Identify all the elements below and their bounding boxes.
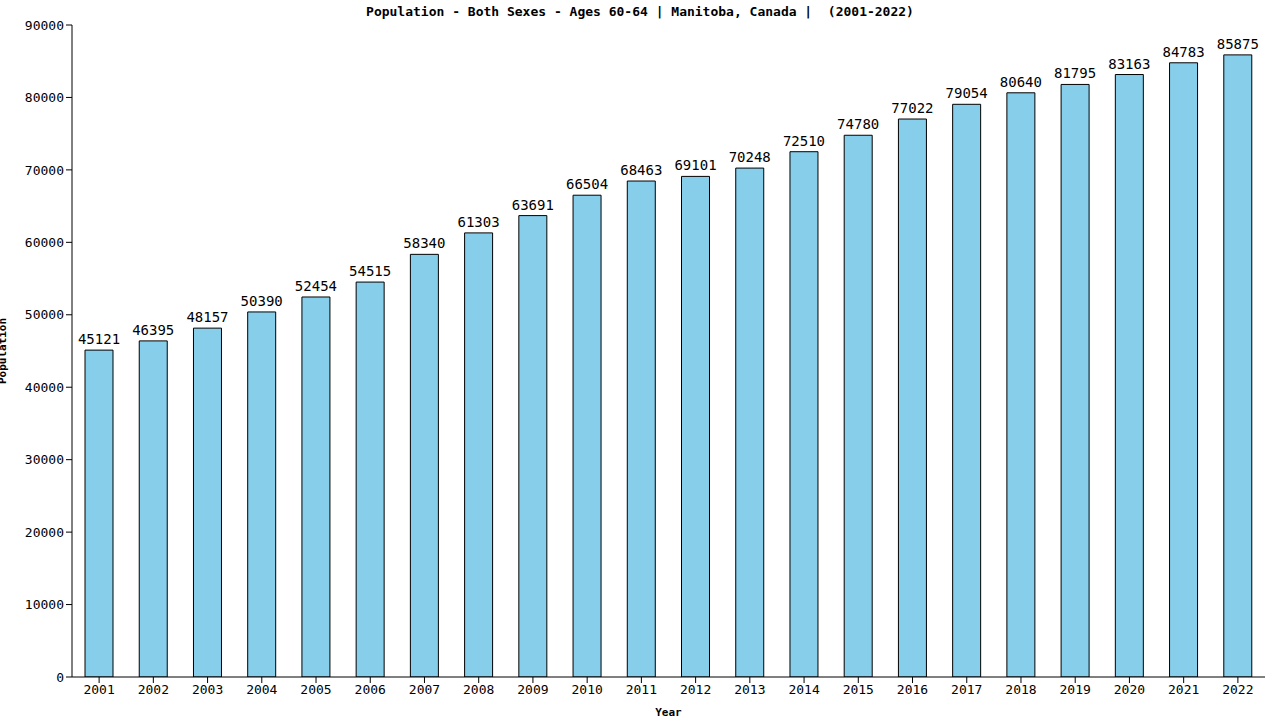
- svg-text:2011: 2011: [626, 682, 657, 697]
- svg-text:2020: 2020: [1114, 682, 1145, 697]
- svg-text:68463: 68463: [620, 162, 662, 178]
- svg-text:72510: 72510: [783, 133, 825, 149]
- svg-text:2017: 2017: [951, 682, 982, 697]
- svg-text:2021: 2021: [1168, 682, 1199, 697]
- svg-text:2018: 2018: [1005, 682, 1036, 697]
- svg-text:40000: 40000: [25, 380, 64, 395]
- svg-text:2014: 2014: [788, 682, 819, 697]
- svg-text:2007: 2007: [409, 682, 440, 697]
- svg-text:69101: 69101: [674, 157, 716, 173]
- svg-text:58340: 58340: [403, 235, 445, 251]
- svg-text:2002: 2002: [138, 682, 169, 697]
- svg-text:2013: 2013: [734, 682, 765, 697]
- svg-text:45121: 45121: [78, 331, 120, 347]
- svg-text:2012: 2012: [680, 682, 711, 697]
- svg-text:81795: 81795: [1054, 65, 1096, 81]
- svg-text:80640: 80640: [1000, 74, 1042, 90]
- svg-text:52454: 52454: [295, 278, 337, 294]
- svg-text:2006: 2006: [355, 682, 386, 697]
- svg-text:63691: 63691: [512, 197, 554, 213]
- svg-text:2008: 2008: [463, 682, 494, 697]
- svg-text:2019: 2019: [1060, 682, 1091, 697]
- svg-text:Year: Year: [655, 706, 682, 719]
- svg-text:46395: 46395: [132, 322, 174, 338]
- svg-text:70248: 70248: [729, 149, 771, 165]
- svg-text:10000: 10000: [25, 597, 64, 612]
- svg-text:0: 0: [56, 670, 64, 685]
- svg-text:90000: 90000: [25, 18, 64, 33]
- svg-text:74780: 74780: [837, 116, 879, 132]
- svg-text:2016: 2016: [897, 682, 928, 697]
- svg-text:2004: 2004: [246, 682, 277, 697]
- svg-text:2009: 2009: [517, 682, 548, 697]
- svg-text:30000: 30000: [25, 452, 64, 467]
- svg-text:61303: 61303: [458, 214, 500, 230]
- svg-text:79054: 79054: [946, 85, 988, 101]
- svg-text:66504: 66504: [566, 176, 608, 192]
- svg-text:2005: 2005: [300, 682, 331, 697]
- svg-text:83163: 83163: [1108, 56, 1150, 72]
- svg-text:20000: 20000: [25, 525, 64, 540]
- svg-text:2015: 2015: [843, 682, 874, 697]
- svg-text:2010: 2010: [572, 682, 603, 697]
- svg-text:Population: Population: [8, 318, 9, 384]
- html-text:Population - Both Sexes - Ages: Population - Both Sexes - Ages 60-64 | M…: [366, 4, 914, 19]
- svg-text:54515: 54515: [349, 263, 391, 279]
- svg-text:2003: 2003: [192, 682, 223, 697]
- svg-text:50390: 50390: [241, 293, 283, 309]
- svg-text:48157: 48157: [186, 309, 228, 325]
- svg-text:84783: 84783: [1162, 44, 1204, 60]
- svg-text:85875: 85875: [1217, 36, 1259, 52]
- svg-text:2022: 2022: [1222, 682, 1253, 697]
- svg-text:77022: 77022: [891, 100, 933, 116]
- svg-text:80000: 80000: [25, 90, 64, 105]
- svg-text:70000: 70000: [25, 163, 64, 178]
- svg-text:60000: 60000: [25, 235, 64, 250]
- svg-text:50000: 50000: [25, 307, 64, 322]
- svg-text:2001: 2001: [83, 682, 114, 697]
